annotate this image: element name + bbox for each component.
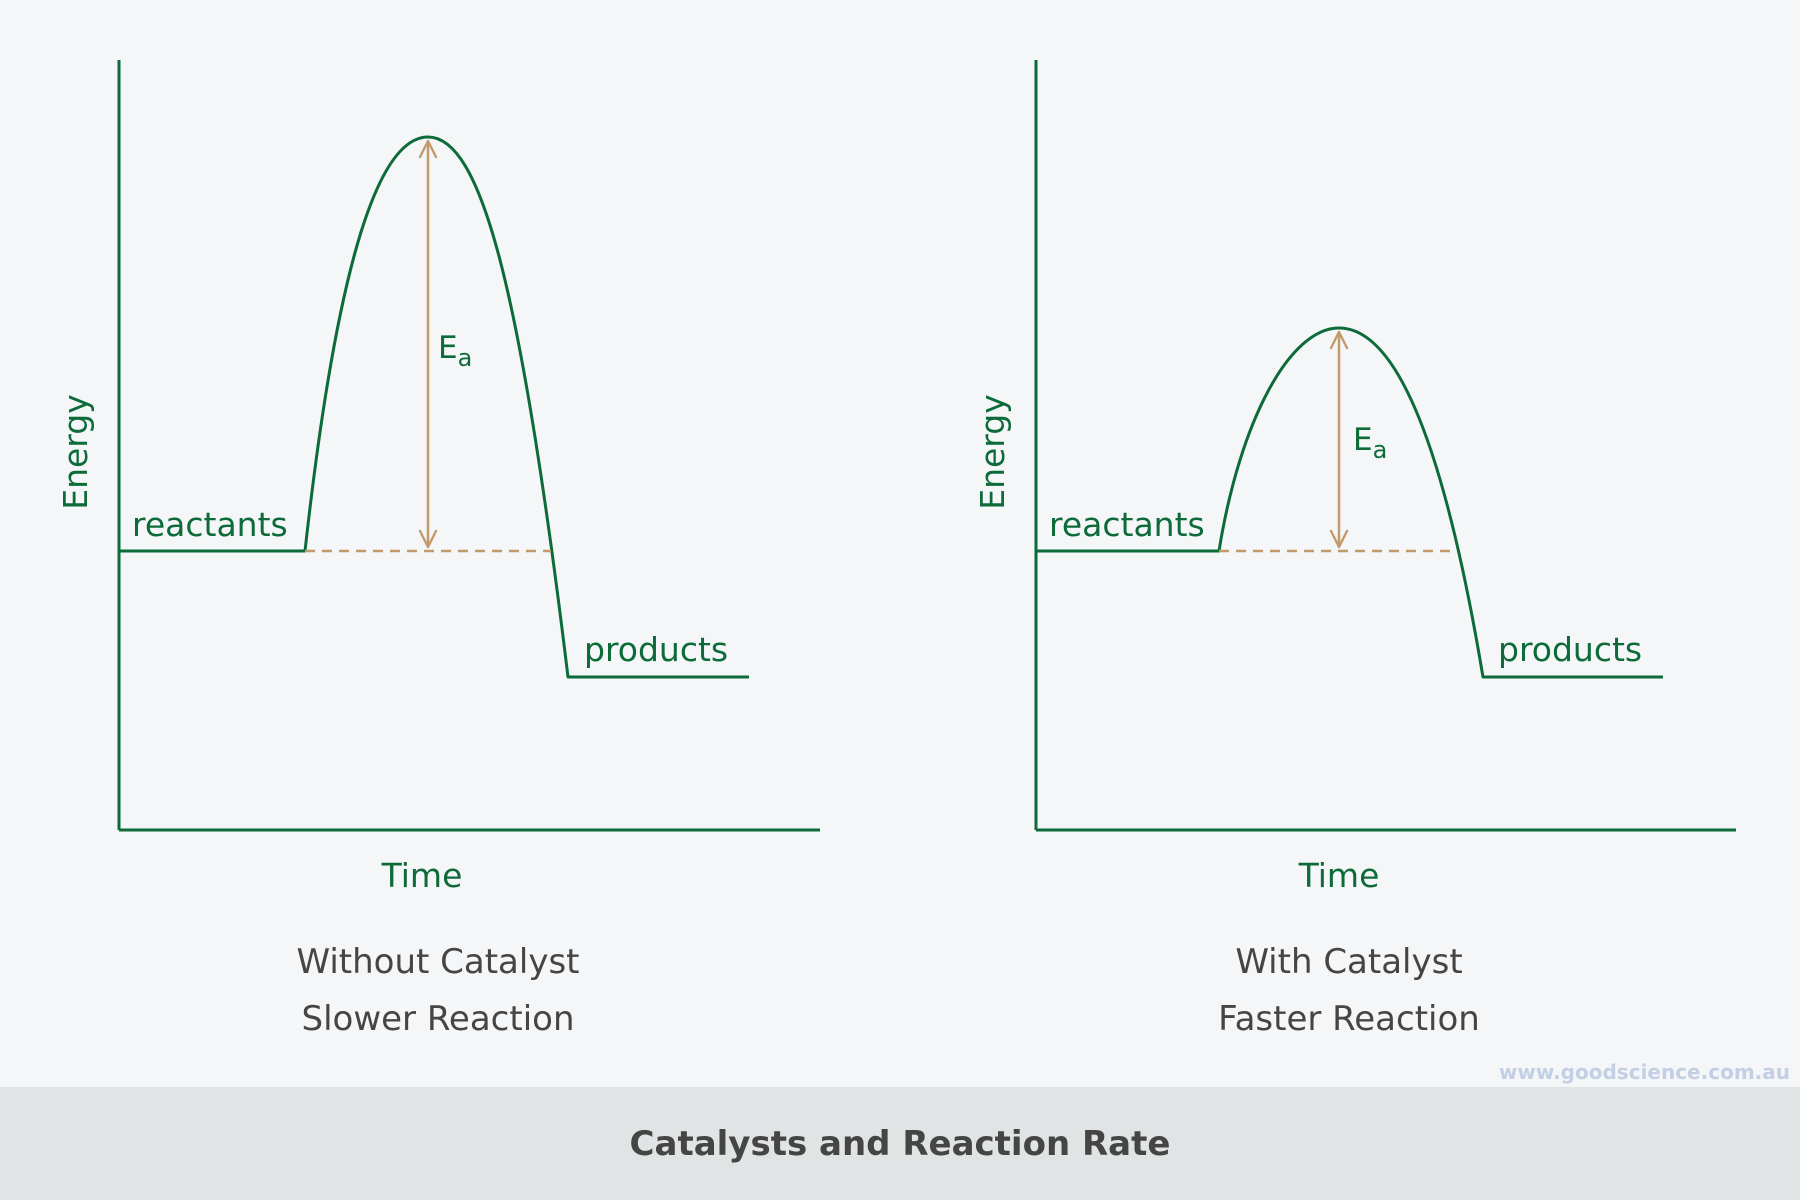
catalyst-diagram: Energy Time Ea reactants products Withou… (56, 60, 1736, 1039)
caption-line-2: Slower Reaction (301, 999, 574, 1039)
energy-curve (1036, 326, 1663, 679)
activation-energy-label: Ea (1353, 422, 1387, 464)
caption-line-2: Faster Reaction (1218, 999, 1480, 1039)
activation-energy-label: Ea (438, 330, 472, 372)
x-axis-label: Time (381, 856, 463, 895)
reactants-label: reactants (132, 505, 288, 544)
watermark: www.goodscience.com.au (1498, 1060, 1790, 1084)
products-label: products (584, 630, 728, 669)
reactants-label: reactants (1049, 505, 1205, 544)
x-axis-label: Time (1298, 856, 1380, 895)
panel-without-catalyst: Energy Time Ea reactants products Withou… (56, 60, 820, 1039)
y-axis-label: Energy (973, 394, 1012, 510)
y-axis-label: Energy (56, 394, 95, 510)
caption-line-1: Without Catalyst (296, 942, 579, 982)
energy-curve (119, 135, 749, 679)
products-label: products (1498, 630, 1642, 669)
caption-line-1: With Catalyst (1235, 942, 1462, 982)
footer-band: Catalysts and Reaction Rate (0, 1087, 1800, 1200)
panel-with-catalyst: Energy Time Ea reactants products With C… (973, 60, 1736, 1039)
figure-title: Catalysts and Reaction Rate (629, 1123, 1171, 1164)
